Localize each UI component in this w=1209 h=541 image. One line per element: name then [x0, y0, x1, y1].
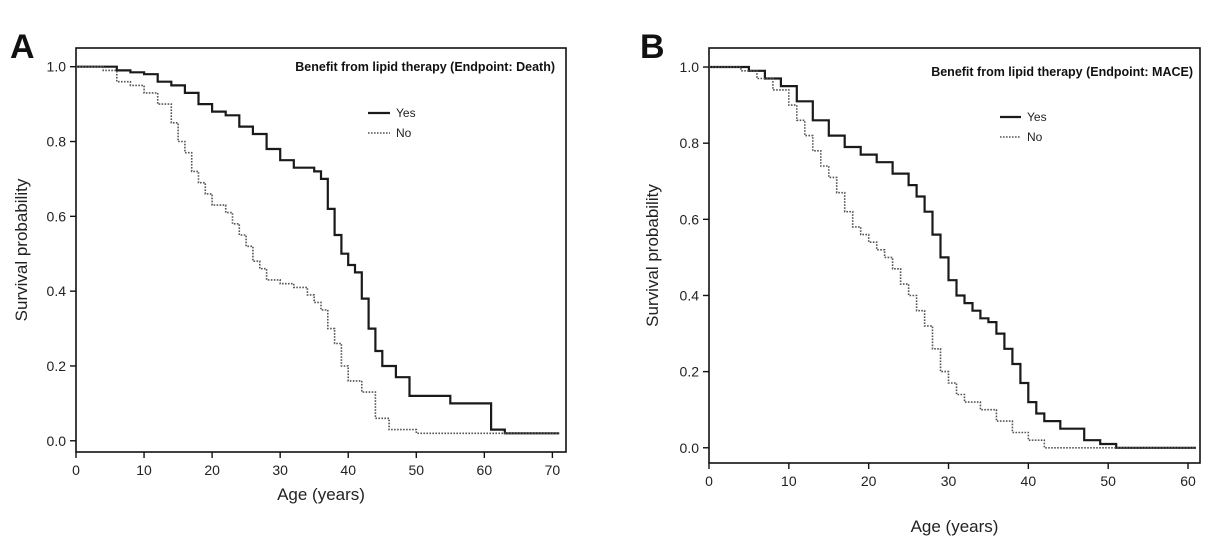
panel-a-y-tick-label: 0.6: [47, 208, 67, 224]
panel-a-x-tick-label: 0: [72, 462, 80, 478]
panel-b-x-axis-label: Age (years): [911, 517, 999, 536]
panel-b-legend-label-no: No: [1027, 130, 1043, 144]
panel-a-x-tick-label: 60: [477, 462, 493, 478]
panel-b-y-axis-label: Survival probability: [643, 184, 662, 327]
panel-a-x-axis-label: Age (years): [277, 485, 365, 504]
panel-a-letter: A: [10, 28, 35, 66]
panel-b-y-tick-label: 1.0: [680, 59, 700, 75]
panel-b-x-tick-label: 10: [781, 473, 797, 489]
panel-b-y-tick-label: 0.6: [680, 211, 700, 227]
panel-a-y-tick-label: 1.0: [47, 59, 67, 75]
panel-a-y-tick-label: 0.4: [47, 283, 67, 299]
panel-b-legend-label-yes: Yes: [1027, 110, 1047, 124]
panel-a-y-tick-label: 0.0: [47, 433, 67, 449]
panel-b-series-no-line: [709, 66, 1196, 449]
panel-b-plot-frame: [708, 47, 1201, 464]
panel-a-title: Benefit from lipid therapy (Endpoint: De…: [295, 60, 555, 74]
panel-a-x-tick-label: 50: [408, 462, 424, 478]
panel-a-y-tick-label: 0.8: [47, 134, 67, 150]
panel-b-title: Benefit from lipid therapy (Endpoint: MA…: [931, 65, 1193, 79]
panel-b-series-yes-line: [709, 65, 1196, 449]
panel-a-y-axis-label: Survival probability: [12, 178, 31, 321]
panel-a-legend-label-yes: Yes: [396, 106, 416, 120]
panel-a-legend-label-no: No: [396, 126, 412, 140]
panel-a-x-tick-label: 20: [204, 462, 220, 478]
panel-a-x-tick-label: 70: [545, 462, 561, 478]
panel-a-plot-frame: [75, 47, 567, 453]
panel-b-x-tick-label: 50: [1100, 473, 1116, 489]
panel-b-y-tick-label: 0.8: [680, 135, 700, 151]
panel-b-x-tick-label: 0: [705, 473, 713, 489]
panel-b-y-tick-label: 0.4: [680, 287, 700, 303]
panel-b-x-tick-label: 60: [1180, 473, 1196, 489]
panel-b-y-tick-label: 0.2: [680, 364, 700, 380]
panel-a-x-tick-label: 10: [136, 462, 152, 478]
panel-b-x-tick-label: 30: [941, 473, 957, 489]
panel-a-x-tick-label: 40: [340, 462, 356, 478]
panel-b-x-tick-label: 40: [1021, 473, 1037, 489]
panel-a-series-no-line: [76, 65, 560, 435]
panel-b-letter: B: [640, 28, 665, 66]
panel-a-series-yes-line: [76, 65, 560, 435]
panel-b-y-tick-label: 0.0: [680, 440, 700, 456]
panel-b-x-tick-label: 20: [861, 473, 877, 489]
panel-a-y-tick-label: 0.2: [47, 358, 67, 374]
panel-a-x-tick-label: 30: [272, 462, 288, 478]
